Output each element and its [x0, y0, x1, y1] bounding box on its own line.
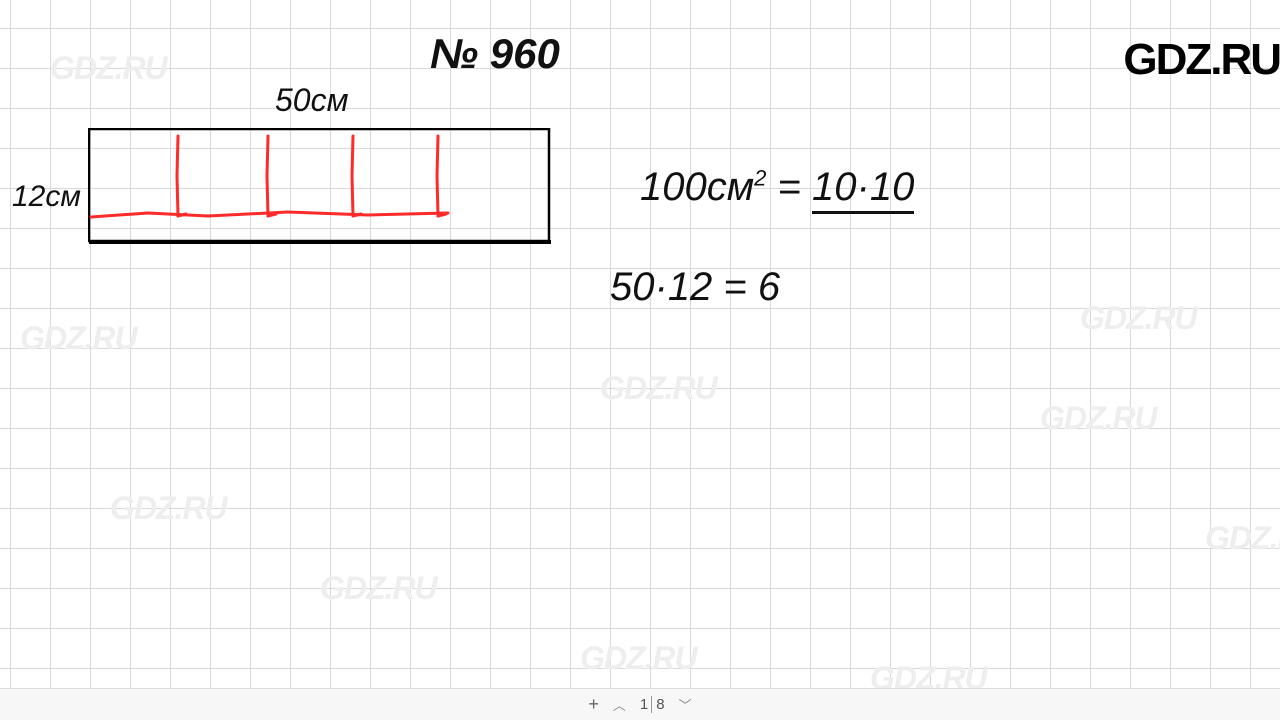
total-pages: 8 [653, 696, 664, 713]
watermark: GDZ.RU [320, 570, 437, 607]
rect-left-label: 12см [12, 180, 81, 214]
next-page-button[interactable]: ﹀ [679, 695, 692, 714]
equation-1: 100см2 = 10·10 [640, 165, 914, 210]
problem-number: № 960 [430, 30, 560, 78]
pager-bar: + ︿ 1 8 ﹀ [0, 688, 1280, 720]
eq1-eq: = [766, 165, 812, 209]
brand-logo: GDZ.RU [1123, 35, 1280, 85]
equation-2: 50·12 = 6 [610, 265, 780, 310]
watermark: GDZ.RU [20, 320, 137, 357]
prev-page-button[interactable]: ︿ [613, 695, 626, 714]
watermark: GDZ.RU [1080, 300, 1197, 337]
watermark: GDZ.RU [1205, 520, 1280, 557]
rect-top-label: 50см [275, 82, 349, 119]
watermark: GDZ.RU [110, 490, 227, 527]
watermark: GDZ.RU [50, 50, 167, 87]
watermark: GDZ.RU [1040, 400, 1157, 437]
eq1-left: 100см [640, 165, 754, 209]
grid-background [0, 0, 1280, 720]
page-indicator: 1 8 [640, 696, 665, 713]
current-page: 1 [640, 696, 652, 713]
watermark: GDZ.RU [580, 640, 697, 677]
add-page-button[interactable]: + [588, 694, 599, 715]
eq1-right: 10·10 [812, 165, 914, 214]
eq1-exp: 2 [754, 166, 766, 191]
rectangle-diagram [88, 128, 558, 248]
watermark: GDZ.RU [600, 370, 717, 407]
